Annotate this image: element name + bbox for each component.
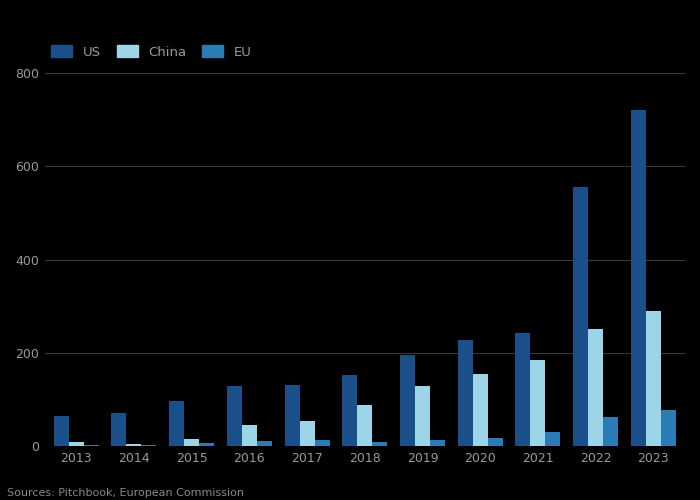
Bar <box>488 438 503 446</box>
Bar <box>227 386 242 446</box>
Bar <box>84 444 99 446</box>
Bar <box>257 441 272 446</box>
Bar <box>545 432 561 446</box>
Bar <box>603 418 618 446</box>
Bar <box>300 421 314 446</box>
Bar <box>127 444 141 446</box>
Bar <box>54 416 69 446</box>
Bar <box>661 410 676 447</box>
Bar <box>400 356 415 446</box>
Bar <box>458 340 472 446</box>
Bar <box>588 328 603 446</box>
Bar <box>372 442 387 446</box>
Bar <box>357 406 372 446</box>
Bar <box>415 386 430 446</box>
Bar <box>169 400 184 446</box>
Bar <box>184 440 199 446</box>
Bar <box>69 442 84 446</box>
Bar <box>646 311 661 446</box>
Bar <box>430 440 445 446</box>
Legend: US, China, EU: US, China, EU <box>51 45 252 59</box>
Bar <box>531 360 545 446</box>
Bar <box>515 334 531 446</box>
Bar <box>141 444 157 446</box>
Bar <box>285 385 300 446</box>
Bar <box>199 442 214 446</box>
Bar <box>242 426 257 446</box>
Bar <box>111 413 127 446</box>
Text: Sources: Pitchbook, European Commission: Sources: Pitchbook, European Commission <box>7 488 244 498</box>
Bar <box>342 375 357 446</box>
Bar <box>573 187 588 446</box>
Bar <box>314 440 330 446</box>
Bar <box>473 374 488 446</box>
Bar <box>631 110 646 446</box>
